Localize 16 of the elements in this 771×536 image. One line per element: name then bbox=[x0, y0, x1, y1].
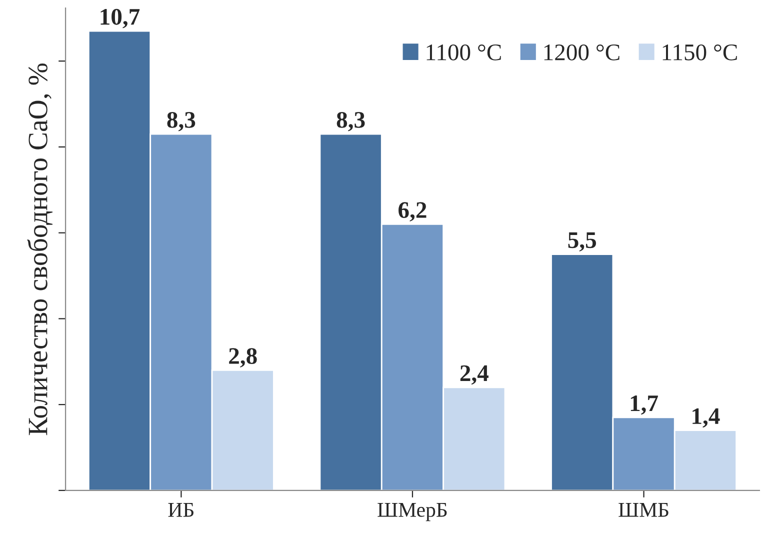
data-label: 1,7 bbox=[630, 395, 658, 415]
data-label: 2,8 bbox=[229, 348, 257, 368]
data-label: 1,4 bbox=[692, 408, 720, 428]
legend-label: 1150 °C bbox=[662, 44, 737, 60]
x-tick-label: ИБ bbox=[168, 503, 194, 517]
data-label: 8,3 bbox=[167, 112, 196, 132]
legend-label: 1100 °C bbox=[426, 44, 501, 60]
y-axis-title: Количество свободного CaO, % bbox=[27, 64, 52, 436]
data-label: 8,3 bbox=[336, 112, 365, 132]
x-tick-label: ШМерБ bbox=[378, 503, 447, 522]
data-label: 2,4 bbox=[460, 365, 488, 385]
x-tick-label: ШМБ bbox=[618, 503, 668, 517]
data-label: 10,7 bbox=[100, 8, 140, 28]
legend-label: 1200 °C bbox=[544, 44, 620, 60]
data-label: 6,2 bbox=[398, 202, 426, 222]
data-label: 5,5 bbox=[568, 232, 596, 252]
